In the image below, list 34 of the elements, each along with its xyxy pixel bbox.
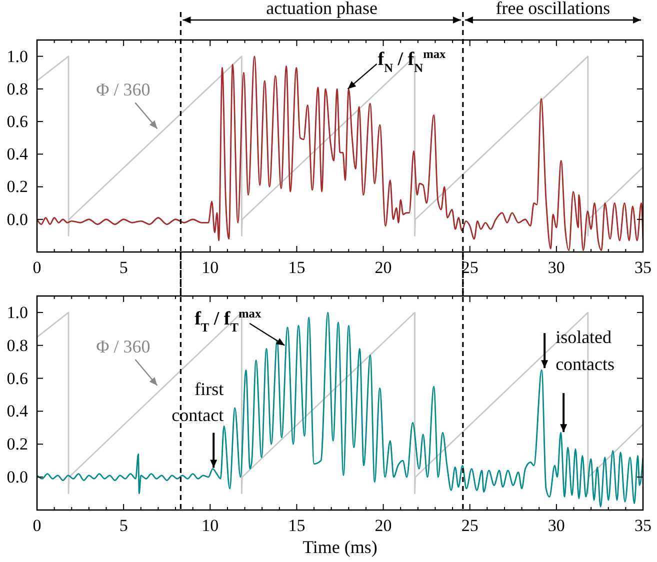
- x-tick-label: 30: [548, 258, 565, 278]
- y-tick-label: 0.4: [6, 402, 28, 421]
- x-tick-label: 10: [202, 258, 219, 278]
- annotation: Φ / 360: [96, 80, 150, 100]
- y-tick-label: 0.6: [6, 368, 28, 388]
- text: actuation phase: [266, 0, 378, 18]
- annotation: isolated contacts: [556, 327, 615, 374]
- x-tick-label: 25: [461, 516, 478, 536]
- y-tick-label: 0.2: [6, 434, 28, 454]
- y-tick-label: 0.8: [6, 336, 28, 355]
- x-tick-label: 5: [119, 258, 128, 278]
- y-tick-label: 0.6: [6, 112, 28, 131]
- x-tick-label: 0: [32, 516, 42, 536]
- x-tick-label: 35: [634, 516, 652, 536]
- y-tick-label: 0.0: [6, 210, 28, 229]
- x-tick-label: 20: [374, 258, 392, 278]
- y-tick-label: 1.0: [6, 302, 28, 322]
- annotation: Φ / 360: [96, 336, 150, 357]
- x-tick-label: 15: [288, 258, 306, 278]
- x-tick-label: 0: [32, 258, 42, 278]
- y-tick-label: 0.0: [6, 468, 28, 487]
- y-tick-label: 0.2: [6, 177, 28, 196]
- x-tick-label: 20: [374, 516, 392, 536]
- x-tick-label: 10: [202, 516, 219, 536]
- x-tick-label: 30: [548, 516, 565, 536]
- annotation: first contact: [172, 378, 224, 425]
- text: free oscillations: [496, 0, 610, 18]
- x-axis-title: Time (ms): [302, 537, 378, 557]
- y-tick-label: 0.4: [6, 144, 28, 164]
- y-tick-label: 1.0: [6, 46, 28, 66]
- y-tick-label: 0.8: [6, 79, 28, 98]
- x-tick-label: 5: [119, 516, 128, 536]
- x-tick-label: 35: [634, 258, 652, 278]
- x-tick-label: 15: [288, 516, 306, 536]
